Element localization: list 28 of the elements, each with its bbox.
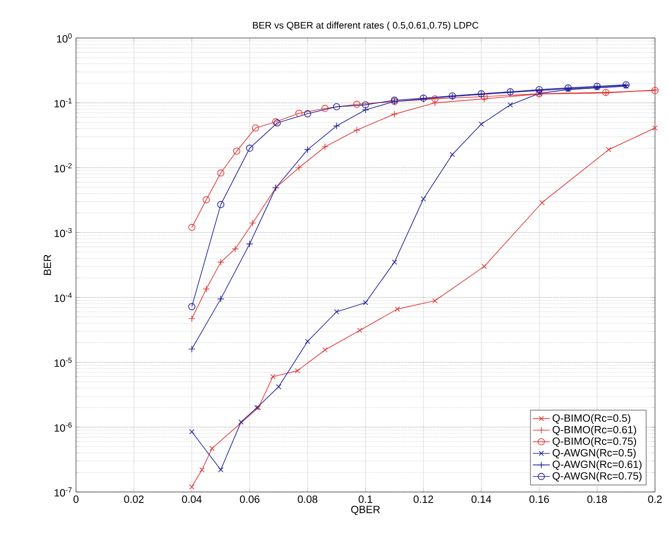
x-tick-label: 0 [74,496,79,503]
x-tick-label: 0.16 [529,496,549,503]
x-tick-label: 0.18 [587,496,607,503]
x-tick-label: 0.02 [124,496,144,503]
legend-label: Q-AWGN(Rc=0.75) [552,472,642,482]
legend-label: Q-BIMO(Rc=0.5) [552,414,630,424]
y-tick-label: 10$^{0}$ [57,33,72,43]
x-tick-label: 0.06 [240,496,260,503]
x-tick-label: 0.1 [358,496,372,503]
x-tick-label: 0.08 [298,496,318,503]
y-tick-label: 10$^{-3}$ [54,228,72,238]
x-tick-label: 0.2 [648,496,662,503]
y-tick-label: 10$^{-5}$ [54,358,72,367]
legend-label: Q-AWGN(Rc=0.5) [552,448,636,459]
y-tick-label: 10$^{-7}$ [54,487,72,497]
chart-title: BER vs QBER at different rates ( 0.5,0.61,0.75) LDPC [253,22,478,30]
y-tick-label: 10$^{-6}$ [54,422,72,432]
y-axis-title: BER [44,254,51,275]
y-tick-label: 10$^{-2}$ [54,163,72,172]
x-tick-label: 0.04 [182,496,202,503]
legend-label: Q-BIMO(Rc=0.75) [552,437,636,447]
legend-label: Q-BIMO(Rc=0.61) [552,426,636,436]
x-tick-label: 0.14 [472,496,492,503]
y-tick-label: 10$^{-4}$ [54,292,72,302]
x-tick-label: 0.12 [414,496,434,503]
legend-label: Q-AWGN(Rc=0.61) [552,460,642,470]
x-axis-title: QBER [351,506,380,516]
y-tick-label: 10$^{-1}$ [54,98,72,108]
